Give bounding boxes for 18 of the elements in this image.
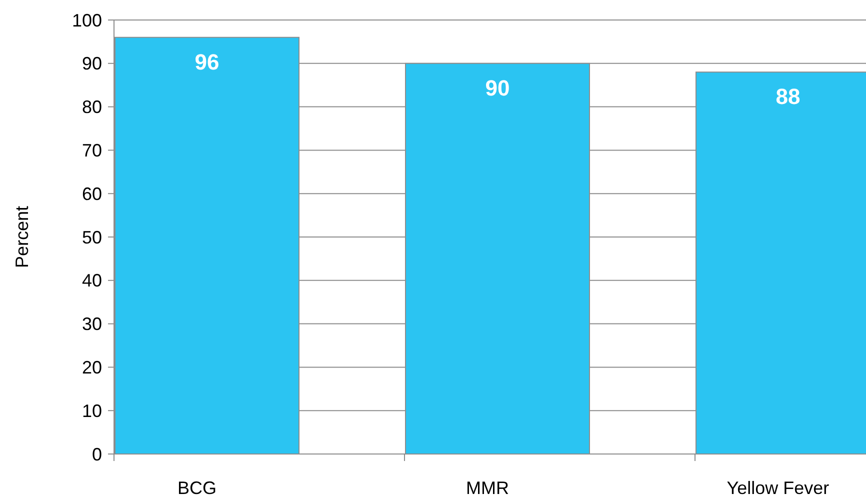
- y-axis-title: Percent: [12, 206, 32, 268]
- y-tick-label: 80: [82, 97, 102, 118]
- y-tick-label: 100: [72, 10, 102, 30]
- y-tick-label: 0: [92, 444, 102, 464]
- y-tick-label: 20: [82, 358, 102, 378]
- x-tick-label: MMR: [466, 478, 509, 498]
- data-label: 90: [485, 75, 510, 100]
- y-tick-label: 70: [82, 140, 102, 160]
- y-tick-label: 30: [82, 314, 102, 334]
- y-tick-label: 90: [82, 54, 102, 74]
- x-tick-label: BCG: [177, 478, 217, 498]
- y-tick-label: 50: [82, 227, 102, 248]
- x-tick-label: Yellow Fever: [726, 478, 830, 498]
- y-tick-label: 60: [82, 184, 102, 204]
- data-label: 96: [194, 49, 220, 74]
- y-tick-label: 40: [82, 270, 102, 291]
- data-label: 88: [776, 84, 800, 110]
- y-tick-label: 10: [82, 400, 102, 421]
